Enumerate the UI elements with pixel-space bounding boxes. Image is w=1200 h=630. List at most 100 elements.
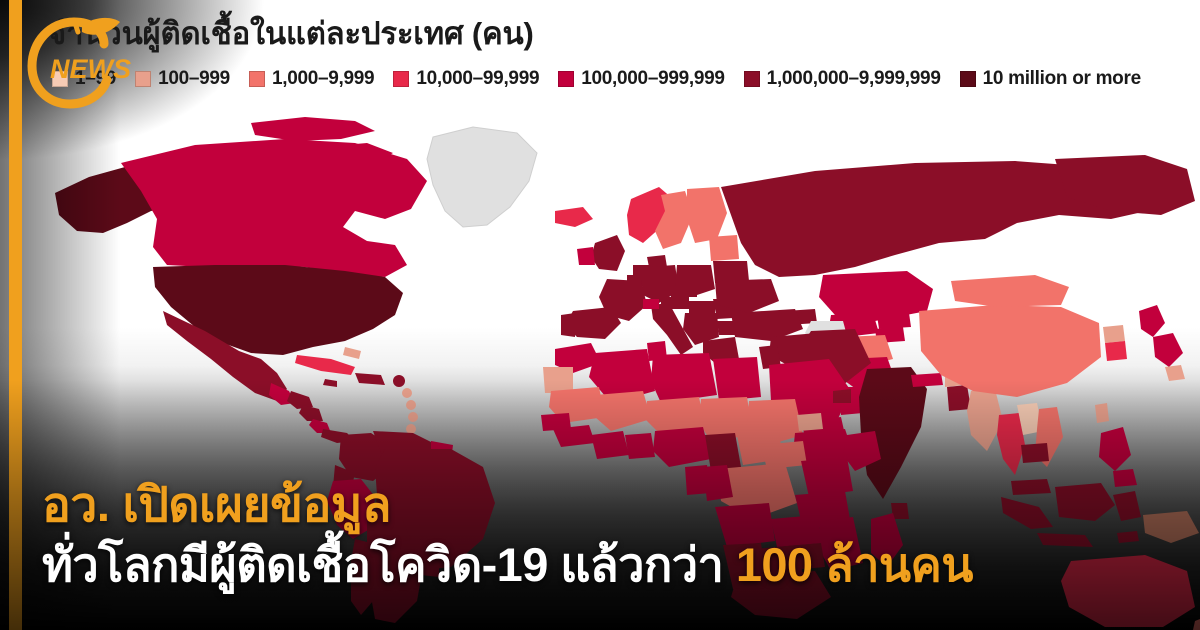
country-china: [919, 305, 1101, 397]
legend-item-7: 10 million or more: [959, 68, 1142, 90]
country-south-korea: [1105, 341, 1127, 361]
country-myanmar: [967, 389, 1003, 451]
country-uk: [591, 235, 625, 271]
legend-item-5: 100,000–999,999: [558, 68, 725, 90]
country-greece: [703, 337, 739, 363]
map-legend: 1–99 100–999 1,000–9,999 10,000–99,999 1…: [52, 68, 1160, 90]
country-italy: [651, 303, 693, 355]
legend-label: 10 million or more: [982, 68, 1142, 89]
country-antilles-1: [402, 388, 412, 398]
legend-label: 10,000–99,999: [416, 68, 540, 89]
country-cuba: [295, 355, 355, 375]
country-borneo: [1055, 483, 1115, 521]
country-czechia: [671, 287, 697, 297]
country-turkey: [731, 309, 803, 341]
country-hungary: [689, 301, 715, 313]
country-mongolia: [951, 275, 1069, 307]
country-morocco: [555, 343, 601, 373]
country-iceland: [555, 207, 593, 227]
country-antilles-2: [406, 400, 416, 410]
mango-outline-icon: [27, 17, 112, 109]
country-antilles-4: [406, 424, 416, 434]
country-sulawesi: [1113, 491, 1141, 521]
country-russia-east: [1055, 155, 1195, 215]
country-jamaica: [323, 379, 337, 387]
legend-item-6: 1,000,000–9,999,999: [743, 68, 941, 90]
country-timor: [1117, 531, 1139, 543]
country-baltics: [709, 235, 739, 261]
country-eritrea: [797, 413, 823, 431]
logo-wordmark: NEWS: [50, 54, 131, 84]
country-austria: [661, 297, 689, 309]
country-taiwan: [1095, 403, 1109, 423]
country-belarus: [713, 261, 749, 283]
country-western-sahara: [543, 367, 573, 393]
country-mexico: [163, 311, 287, 401]
legend-label: 100,000–999,999: [581, 68, 725, 89]
country-sweden: [655, 191, 693, 249]
headline-line-1: อว. เปิดเผยข้อมูล: [42, 478, 391, 532]
country-north-korea: [1103, 325, 1125, 343]
country-nicaragua: [299, 405, 323, 421]
country-cambodia: [1021, 443, 1049, 463]
headline-line-2-white: ทั่วโลกมีผู้ติดเชื้อโควิด-19 แล้วกว่า: [42, 537, 736, 591]
headline-line-2-accent: 100 ล้านคน: [735, 537, 974, 591]
country-java: [1037, 533, 1093, 547]
country-spain: [565, 307, 621, 339]
country-new-zealand: [1193, 619, 1200, 630]
country-germany: [641, 265, 679, 303]
country-moldova: [747, 297, 759, 307]
country-kyrgyzstan: [877, 313, 911, 329]
headline-line-2: ทั่วโลกมีผู้ติดเชื้อโควิด-19 แล้วกว่า 10…: [42, 537, 973, 592]
country-papua-new-guinea: [1143, 511, 1199, 543]
country-portugal: [561, 313, 575, 337]
country-switzerland: [643, 299, 659, 309]
country-ghana: [625, 433, 655, 459]
country-malaysia: [1011, 479, 1051, 495]
mango-news-logo[interactable]: NEWS: [20, 14, 132, 110]
country-antilles-3: [408, 412, 418, 422]
headline-block: อว. เปิดเผยข้อมูล ทั่วโลกมีผู้ติดเชื้อโค…: [42, 479, 973, 592]
country-russia: [721, 161, 1147, 277]
country-australia: [1061, 555, 1195, 627]
country-egypt: [713, 357, 761, 401]
country-finland: [687, 187, 727, 243]
country-bangladesh: [947, 385, 971, 411]
country-denmark: [647, 255, 667, 267]
legend-item-2: 100–999: [135, 68, 230, 90]
country-japan-2: [1153, 333, 1183, 367]
country-japan-3: [1165, 365, 1185, 381]
legend-label: 100–999: [158, 68, 230, 89]
country-kazakhstan: [819, 271, 933, 321]
legend-swatch-icon: [248, 71, 265, 87]
map-title: จำนวนผู้ติดเชื้อในแต่ละประเทศ (คน): [48, 16, 534, 51]
country-ireland: [577, 247, 595, 265]
country-philippines-2: [1113, 469, 1137, 487]
legend-label: 1,000–9,999: [271, 68, 375, 89]
legend-swatch-icon: [959, 71, 976, 87]
country-libya: [651, 353, 717, 403]
legend-item-4: 10,000–99,999: [393, 68, 540, 90]
country-sumatra: [1001, 497, 1053, 529]
country-philippines: [1099, 427, 1131, 471]
country-puerto-rico: [393, 375, 405, 387]
legend-swatch-icon: [558, 71, 575, 87]
country-uae: [833, 389, 851, 403]
country-haiti-dr: [355, 373, 385, 385]
country-greenland: [426, 126, 538, 228]
country-nigeria: [653, 427, 711, 467]
country-nepal: [911, 373, 943, 387]
legend-swatch-icon: [743, 71, 760, 87]
country-ukraine: [715, 279, 779, 313]
country-ivory-coast: [591, 431, 629, 459]
legend-swatch-icon: [135, 71, 152, 87]
mango-leaf-icon: [82, 17, 120, 35]
country-norway: [627, 187, 673, 243]
country-united-states: [153, 265, 403, 355]
country-japan: [1139, 305, 1165, 337]
country-balkans: [683, 313, 719, 345]
legend-item-3: 1,000–9,999: [248, 68, 375, 90]
mango-stem-icon: [71, 17, 81, 35]
country-honduras: [287, 391, 313, 409]
